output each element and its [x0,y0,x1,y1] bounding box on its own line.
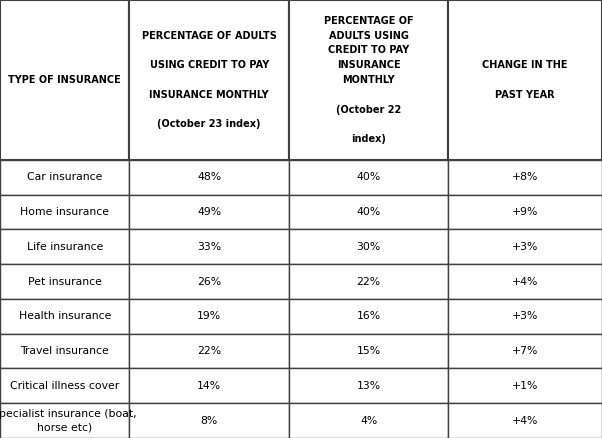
Bar [129,160,289,194]
Bar [0,230,129,264]
Bar [448,194,602,230]
Text: TYPE OF INSURANCE: TYPE OF INSURANCE [8,75,121,85]
Bar [448,0,602,160]
Bar [289,0,448,160]
Bar [448,403,602,438]
Bar [129,334,289,368]
Bar [289,368,448,403]
Bar [129,403,289,438]
Bar [289,194,448,230]
Text: +7%: +7% [512,346,538,356]
Bar [129,194,289,230]
Bar [0,264,129,299]
Bar [289,299,448,334]
Bar [448,160,602,194]
Bar [289,160,448,194]
Text: Health insurance: Health insurance [19,311,111,321]
Bar [0,299,129,334]
Text: 49%: 49% [197,207,222,217]
Bar [0,160,129,194]
Text: 33%: 33% [197,242,222,252]
Text: 40%: 40% [356,172,381,182]
Text: 19%: 19% [197,311,222,321]
Bar [0,334,129,368]
Text: PERCENTAGE OF ADULTS

USING CREDIT TO PAY

INSURANCE MONTHLY

(October 23 index): PERCENTAGE OF ADULTS USING CREDIT TO PAY… [141,31,277,129]
Text: 14%: 14% [197,381,222,391]
Bar [129,299,289,334]
Text: Pet insurance: Pet insurance [28,276,102,286]
Bar [0,403,129,438]
Text: +3%: +3% [512,242,538,252]
Bar [289,230,448,264]
Text: 4%: 4% [360,416,377,426]
Text: Travel insurance: Travel insurance [20,346,109,356]
Text: 22%: 22% [197,346,222,356]
Bar [289,334,448,368]
Text: Car insurance: Car insurance [27,172,102,182]
Text: Critical illness cover: Critical illness cover [10,381,119,391]
Text: 48%: 48% [197,172,222,182]
Bar [448,299,602,334]
Text: Life insurance: Life insurance [26,242,103,252]
Bar [0,368,129,403]
Bar [129,0,289,160]
Text: 16%: 16% [356,311,381,321]
Text: +4%: +4% [512,416,538,426]
Text: Specialist insurance (boat,
horse etc): Specialist insurance (boat, horse etc) [0,409,137,432]
Text: +3%: +3% [512,311,538,321]
Bar [129,264,289,299]
Bar [448,230,602,264]
Text: PERCENTAGE OF
ADULTS USING
CREDIT TO PAY
INSURANCE
MONTHLY

(October 22

index): PERCENTAGE OF ADULTS USING CREDIT TO PAY… [324,16,414,144]
Bar [129,368,289,403]
Text: 8%: 8% [200,416,218,426]
Bar [448,368,602,403]
Text: Home insurance: Home insurance [20,207,109,217]
Text: 30%: 30% [356,242,381,252]
Text: +4%: +4% [512,276,538,286]
Bar [289,264,448,299]
Text: 22%: 22% [356,276,381,286]
Text: +8%: +8% [512,172,538,182]
Bar [448,264,602,299]
Bar [0,0,129,160]
Text: CHANGE IN THE

PAST YEAR: CHANGE IN THE PAST YEAR [482,60,568,100]
Text: 13%: 13% [356,381,381,391]
Bar [0,194,129,230]
Text: +1%: +1% [512,381,538,391]
Text: 26%: 26% [197,276,222,286]
Text: 15%: 15% [356,346,381,356]
Text: +9%: +9% [512,207,538,217]
Bar [289,403,448,438]
Bar [448,334,602,368]
Bar [129,230,289,264]
Text: 40%: 40% [356,207,381,217]
